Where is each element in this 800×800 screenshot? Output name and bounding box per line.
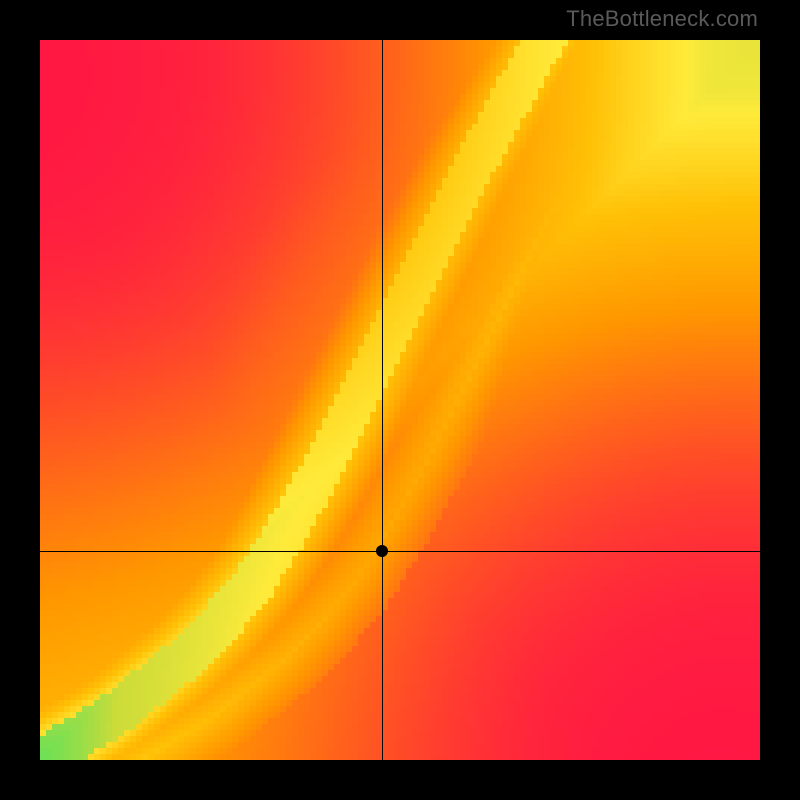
crosshair-vertical (382, 40, 383, 760)
crosshair-horizontal (40, 551, 760, 552)
plot-area (40, 40, 760, 760)
watermark-text: TheBottleneck.com (566, 6, 758, 32)
chart-container: TheBottleneck.com (0, 0, 800, 800)
bottleneck-heatmap (40, 40, 760, 760)
